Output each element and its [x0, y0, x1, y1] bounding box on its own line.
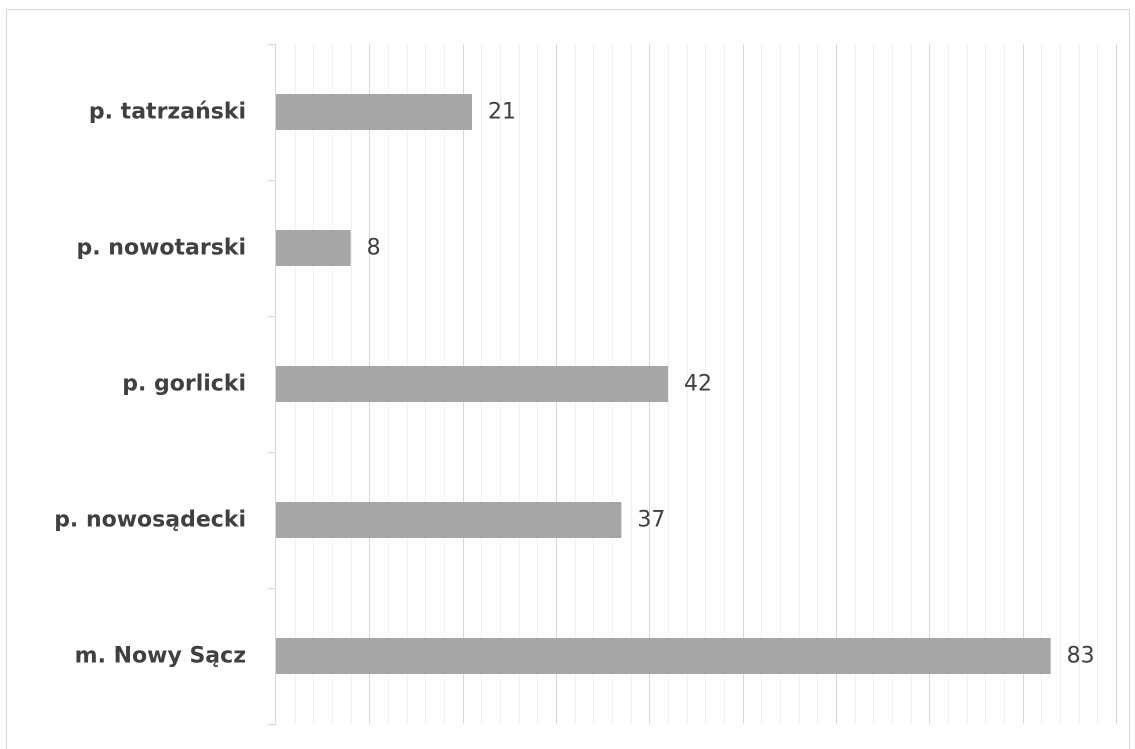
bar — [276, 230, 351, 266]
data-label: 37 — [637, 508, 665, 533]
category-axis — [268, 44, 276, 725]
bar — [276, 502, 622, 538]
data-label: 8 — [367, 236, 381, 261]
data-label: 21 — [488, 100, 516, 125]
bar — [276, 366, 668, 402]
bar — [276, 638, 1051, 674]
labels: p. tatrzański 21 p. nowotarski 8 p. gorlicki… — [54, 100, 1094, 669]
bars — [276, 94, 1051, 674]
category-label: p. gorlicki — [122, 372, 246, 397]
category-label: p. nowotarski — [77, 236, 246, 261]
category-label: p. nowosądecki — [54, 508, 246, 533]
category-label: m. Nowy Sącz — [75, 644, 246, 669]
category-label: p. tatrzański — [89, 100, 246, 125]
bar — [276, 94, 472, 130]
data-label: 83 — [1067, 644, 1095, 669]
data-label: 42 — [684, 372, 712, 397]
